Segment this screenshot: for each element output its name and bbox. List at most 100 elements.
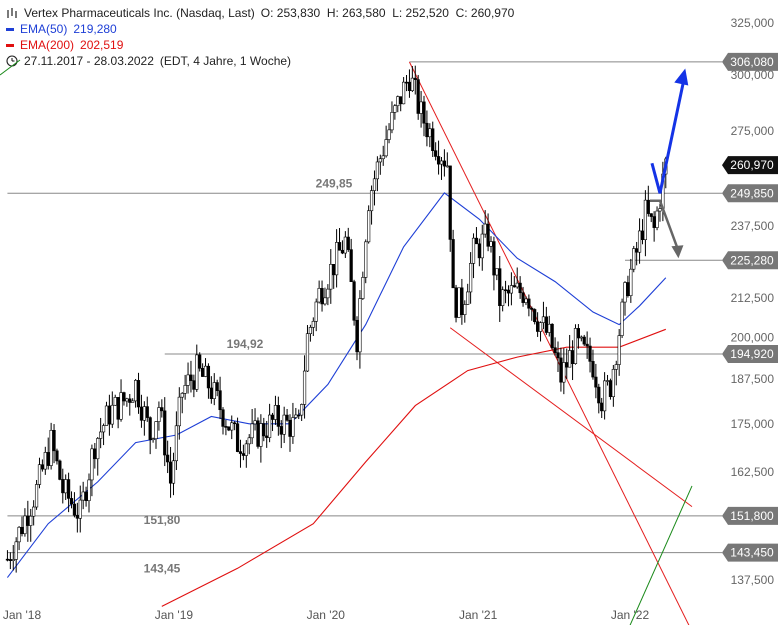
candle-body bbox=[113, 397, 117, 406]
candle-body bbox=[474, 237, 479, 245]
candle-body bbox=[154, 421, 158, 440]
candle-body bbox=[369, 190, 374, 212]
candle-body bbox=[436, 156, 441, 165]
support-trendline-stub bbox=[0, 59, 21, 76]
candle-body bbox=[541, 316, 546, 323]
candle-body bbox=[384, 139, 388, 157]
candle-body bbox=[469, 263, 473, 293]
candle-body bbox=[483, 223, 487, 235]
candle-body bbox=[29, 515, 33, 526]
candle-body bbox=[445, 165, 449, 168]
candle-body bbox=[23, 515, 27, 535]
ema200-swatch bbox=[6, 43, 14, 47]
candle-body bbox=[67, 479, 71, 499]
projection-down-arrowhead bbox=[671, 245, 684, 259]
candle-body bbox=[419, 101, 423, 114]
candle-body bbox=[282, 414, 286, 435]
level-price-tag-text: 249,850 bbox=[730, 186, 774, 200]
candle-body bbox=[349, 249, 353, 282]
candle-body bbox=[439, 160, 444, 165]
candle-body bbox=[416, 79, 420, 114]
candle-body bbox=[256, 420, 260, 447]
candle-body bbox=[434, 150, 438, 157]
instrument-name: Vertex Pharmaceuticals Inc. (Nasdaq, Las… bbox=[24, 6, 255, 20]
candle-body bbox=[171, 460, 176, 484]
support-trendline bbox=[629, 485, 693, 625]
candle-body bbox=[305, 333, 310, 372]
candle-body bbox=[480, 233, 484, 259]
y-tick-label: 237,500 bbox=[731, 219, 775, 233]
candle-body bbox=[26, 515, 30, 526]
candle-body bbox=[352, 281, 356, 321]
x-tick-label: Jan '18 bbox=[3, 608, 42, 622]
candle-body bbox=[643, 199, 647, 241]
level-price-tag-text: 194,920 bbox=[730, 347, 774, 361]
candle-body bbox=[186, 374, 190, 386]
candle-body bbox=[215, 382, 219, 391]
candle-body bbox=[512, 285, 516, 288]
chart-legend: Vertex Pharmaceuticals Inc. (Nasdaq, Las… bbox=[6, 5, 514, 69]
ema50-line bbox=[6, 192, 667, 578]
candle-body bbox=[43, 452, 47, 470]
candle-body bbox=[506, 289, 511, 294]
candle-body bbox=[20, 526, 24, 535]
candle-body bbox=[247, 437, 251, 445]
range-detail: (EDT, 4 Jahre, 1 Woche) bbox=[159, 54, 292, 68]
ema200-line bbox=[161, 328, 666, 607]
candle-body bbox=[594, 376, 598, 388]
candle-body bbox=[52, 429, 56, 452]
ohlc-values: O: 253,830 H: 263,580 L: 252,520 C: 260,… bbox=[260, 6, 515, 20]
candle-body bbox=[116, 397, 120, 420]
candle-body bbox=[268, 414, 272, 438]
candle-body bbox=[136, 380, 141, 408]
candle-body bbox=[192, 380, 196, 390]
candle-body bbox=[75, 514, 79, 519]
candle-body bbox=[320, 288, 324, 305]
y-tick-label: 325,000 bbox=[731, 16, 775, 30]
candle-body bbox=[422, 101, 426, 124]
candle-body bbox=[198, 354, 202, 369]
candle-body bbox=[160, 407, 164, 412]
candle-body bbox=[142, 406, 146, 421]
candle-body bbox=[14, 541, 18, 560]
candle-body bbox=[34, 484, 39, 508]
legend-title-row: Vertex Pharmaceuticals Inc. (Nasdaq, Las… bbox=[6, 5, 514, 21]
level-price-tag-shape bbox=[722, 506, 778, 525]
candle-body bbox=[78, 499, 82, 519]
candle-body bbox=[617, 335, 621, 365]
level-price-tag-text: 143,450 bbox=[730, 546, 774, 560]
candle-body bbox=[168, 461, 173, 484]
candle-body bbox=[99, 431, 103, 439]
candle-body bbox=[90, 448, 94, 481]
y-tick-label: 275,000 bbox=[731, 124, 775, 138]
candle-body bbox=[87, 479, 91, 502]
candle-body bbox=[442, 160, 446, 167]
candle-body bbox=[55, 450, 59, 462]
y-tick-label: 187,500 bbox=[731, 372, 775, 386]
level-chart-label: 249,85 bbox=[316, 176, 353, 190]
candle-body bbox=[183, 385, 187, 394]
candle-body bbox=[640, 230, 645, 241]
candle-body bbox=[276, 405, 280, 427]
level-price-tag: 225,280 bbox=[722, 251, 778, 270]
candle-body bbox=[134, 380, 138, 402]
candle-body bbox=[413, 77, 417, 80]
candle-body bbox=[632, 248, 636, 270]
level-price-tag-text: 151,800 bbox=[730, 509, 774, 523]
y-tick-label: 212,500 bbox=[731, 291, 775, 305]
candle-body bbox=[238, 451, 243, 454]
lower-channel-trendline bbox=[449, 327, 693, 508]
candle-body bbox=[355, 319, 359, 353]
candle-body bbox=[93, 448, 97, 460]
candle-body bbox=[302, 370, 307, 405]
candle-body bbox=[635, 248, 639, 253]
ema200-value: 202,519 bbox=[80, 38, 124, 52]
candle-body bbox=[568, 350, 572, 368]
legend-ema50-row: EMA(50) 219,280 bbox=[6, 21, 514, 37]
candle-body bbox=[212, 382, 216, 399]
candle-body bbox=[530, 307, 534, 310]
level-price-tag: 306,080 bbox=[722, 52, 778, 71]
candle-body bbox=[544, 316, 548, 333]
candle-body bbox=[119, 392, 123, 420]
candle-body bbox=[131, 400, 135, 403]
